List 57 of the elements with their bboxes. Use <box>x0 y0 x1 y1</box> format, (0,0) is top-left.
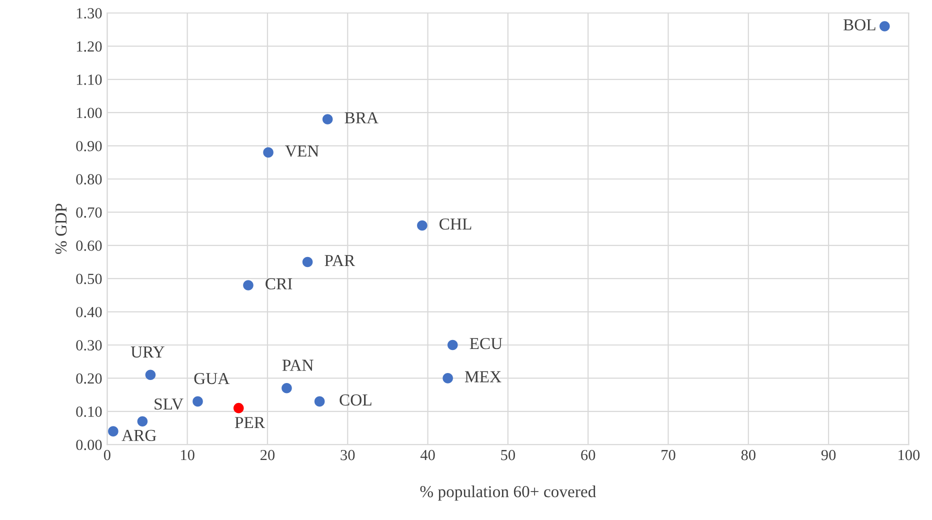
y-tick-label: 1.10 <box>76 74 102 85</box>
x-tick-label: 10 <box>181 450 194 460</box>
point <box>282 383 292 394</box>
point <box>442 373 453 384</box>
y-tick-label: 1.30 <box>76 8 102 19</box>
annotation: BRA <box>344 112 378 124</box>
point <box>322 114 333 124</box>
point <box>145 370 156 380</box>
point <box>314 396 325 407</box>
y-tick-label: 0.60 <box>76 240 102 251</box>
y-tick-label: 0.10 <box>76 406 102 417</box>
point <box>233 402 244 414</box>
point <box>447 340 458 350</box>
x-tick-label: 50 <box>501 450 515 460</box>
annotation: GUA <box>194 372 230 384</box>
y-tick-label: 0.50 <box>76 274 102 284</box>
annotation: SLV <box>154 398 184 410</box>
x-tick-label: 60 <box>581 450 596 460</box>
y-tick-label: 0.80 <box>76 174 102 185</box>
y-tick-label: 1.20 <box>76 41 102 52</box>
annotation: ECU <box>470 338 502 350</box>
annotation: BOL <box>843 19 876 30</box>
annotation: COL <box>340 394 372 406</box>
y-tick-label: 0.40 <box>76 306 102 318</box>
x-tick-label: 70 <box>662 450 676 460</box>
y-tick-label: 0.90 <box>76 140 102 152</box>
y-tick-label: 0.00 <box>76 440 102 450</box>
point <box>192 396 203 407</box>
point <box>243 280 254 290</box>
annotation: CRI <box>266 278 292 290</box>
annotation: PAN <box>282 360 314 371</box>
point <box>263 147 274 158</box>
annotation: URY <box>130 346 164 358</box>
y-tick-label: 0.20 <box>76 373 102 384</box>
x-tick-label: 30 <box>340 450 355 460</box>
point <box>108 426 118 436</box>
point <box>417 220 428 231</box>
x-tick-label: 20 <box>260 450 275 460</box>
y-tick-label: 1.00 <box>76 108 102 118</box>
annotation: PAR <box>324 255 356 266</box>
annotation: MEX <box>464 371 502 382</box>
y-axis-title: % GDP <box>55 204 67 254</box>
annotation: CHL <box>440 218 472 230</box>
point <box>137 416 148 427</box>
point <box>880 21 890 32</box>
x-tick-label: 100 <box>898 450 920 460</box>
x-axis-title: % population 60+ covered <box>420 486 596 501</box>
y-tick-label: 0.70 <box>76 207 102 218</box>
x-tick-label: 0 <box>104 450 110 460</box>
x-tick-label: 80 <box>741 450 756 460</box>
annotation: VEN <box>285 146 319 157</box>
annotation: PER <box>234 417 265 428</box>
x-tick-label: 90 <box>821 450 836 460</box>
y-tick-label: 0.30 <box>76 340 102 351</box>
x-tick-label: 40 <box>420 450 435 460</box>
point <box>302 256 313 268</box>
annotation: ARG <box>122 430 156 442</box>
